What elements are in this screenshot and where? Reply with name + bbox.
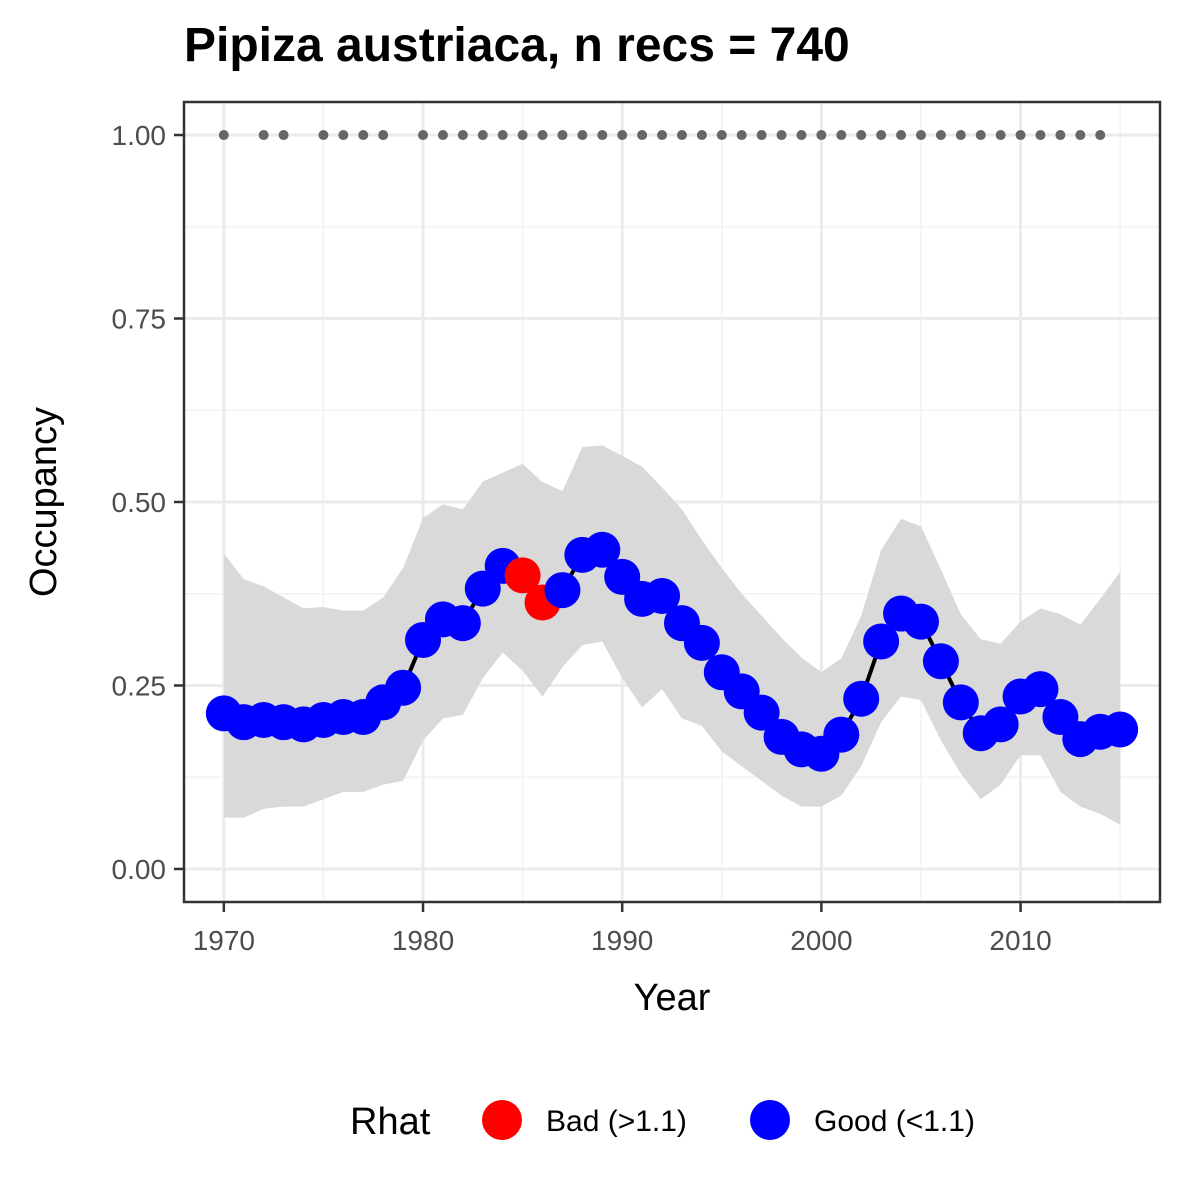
y-tick-label: 0.25	[112, 670, 167, 701]
y-tick-label: 0.00	[112, 854, 167, 885]
occupancy-point-2011	[1022, 671, 1059, 708]
record-dot-1983	[477, 130, 488, 141]
record-dot-1978	[378, 130, 389, 141]
record-dot-1984	[497, 130, 508, 141]
occupancy-point-1982	[444, 605, 481, 642]
legend-label-0: Bad (>1.1)	[546, 1105, 687, 1138]
legend-title: Rhat	[350, 1101, 431, 1143]
occupancy-point-2009	[982, 706, 1019, 743]
record-dot-2014	[1095, 130, 1106, 141]
occupancy-point-2005	[902, 603, 939, 640]
record-dot-1995	[716, 130, 727, 141]
legend-key-0	[482, 1100, 522, 1140]
occupancy-point-1985	[504, 557, 541, 594]
record-dot-1999	[796, 130, 807, 141]
occupancy-point-1997	[743, 694, 780, 731]
record-dot-1986	[537, 130, 548, 141]
occupancy-point-2002	[843, 680, 880, 717]
record-dot-2002	[856, 130, 867, 141]
record-dot-2009	[995, 130, 1006, 141]
record-dot-1972	[258, 130, 269, 141]
record-year-dots	[218, 130, 1106, 141]
y-tick-label: 0.75	[112, 304, 167, 335]
record-dot-2000	[816, 130, 827, 141]
record-dot-1980	[418, 130, 429, 141]
record-dot-1976	[338, 130, 349, 141]
y-tick-label: 1.00	[112, 120, 167, 151]
occupancy-points	[205, 531, 1139, 772]
record-dot-1975	[318, 130, 329, 141]
record-dot-1993	[676, 130, 687, 141]
record-dot-1994	[696, 130, 707, 141]
y-axis-title: Occupancy	[23, 407, 65, 597]
record-dot-1985	[517, 130, 528, 141]
y-tick-label: 0.50	[112, 487, 167, 518]
legend-label-1: Good (<1.1)	[814, 1105, 975, 1138]
x-tick-label: 1980	[392, 925, 454, 956]
record-dot-1973	[278, 130, 289, 141]
record-dot-2008	[975, 130, 986, 141]
record-dot-1989	[597, 130, 608, 141]
record-dot-1981	[437, 130, 448, 141]
record-dot-2001	[836, 130, 847, 141]
occupancy-point-1992	[644, 577, 681, 614]
x-tick-label: 1970	[193, 925, 255, 956]
x-axis-title: Year	[634, 977, 711, 1019]
x-tick-label: 1990	[591, 925, 653, 956]
legend: Rhat Bad (>1.1) Good (<1.1)	[350, 1100, 975, 1143]
occupancy-point-1987	[544, 572, 581, 609]
record-dot-2013	[1075, 130, 1086, 141]
record-dot-2004	[896, 130, 907, 141]
chart-title: Pipiza austriaca, n recs = 740	[184, 19, 850, 72]
record-dot-2007	[955, 130, 966, 141]
record-dot-1996	[736, 130, 747, 141]
record-dot-1977	[358, 130, 369, 141]
record-dot-2005	[915, 130, 926, 141]
record-dot-1987	[557, 130, 568, 141]
occupancy-point-1989	[584, 531, 621, 568]
x-tick-label: 2010	[989, 925, 1051, 956]
legend-key-1	[750, 1100, 790, 1140]
record-dot-2010	[1015, 130, 1026, 141]
x-tick-label: 2000	[790, 925, 852, 956]
occupancy-point-2006	[922, 643, 959, 680]
occupancy-point-2003	[863, 623, 900, 660]
record-dot-1990	[617, 130, 628, 141]
record-dot-1970	[218, 130, 229, 141]
record-dot-2006	[935, 130, 946, 141]
occupancy-point-1979	[385, 669, 422, 706]
record-dot-1997	[756, 130, 767, 141]
record-dot-1991	[637, 130, 648, 141]
occupancy-point-2007	[942, 684, 979, 721]
record-dot-1988	[577, 130, 588, 141]
record-dot-2011	[1035, 130, 1046, 141]
occupancy-point-1994	[683, 624, 720, 661]
occupancy-point-2015	[1102, 711, 1139, 748]
record-dot-2003	[876, 130, 887, 141]
record-dot-2012	[1055, 130, 1066, 141]
occupancy-point-2001	[823, 716, 860, 753]
record-dot-1998	[776, 130, 787, 141]
record-dot-1992	[657, 130, 668, 141]
record-dot-1982	[457, 130, 468, 141]
